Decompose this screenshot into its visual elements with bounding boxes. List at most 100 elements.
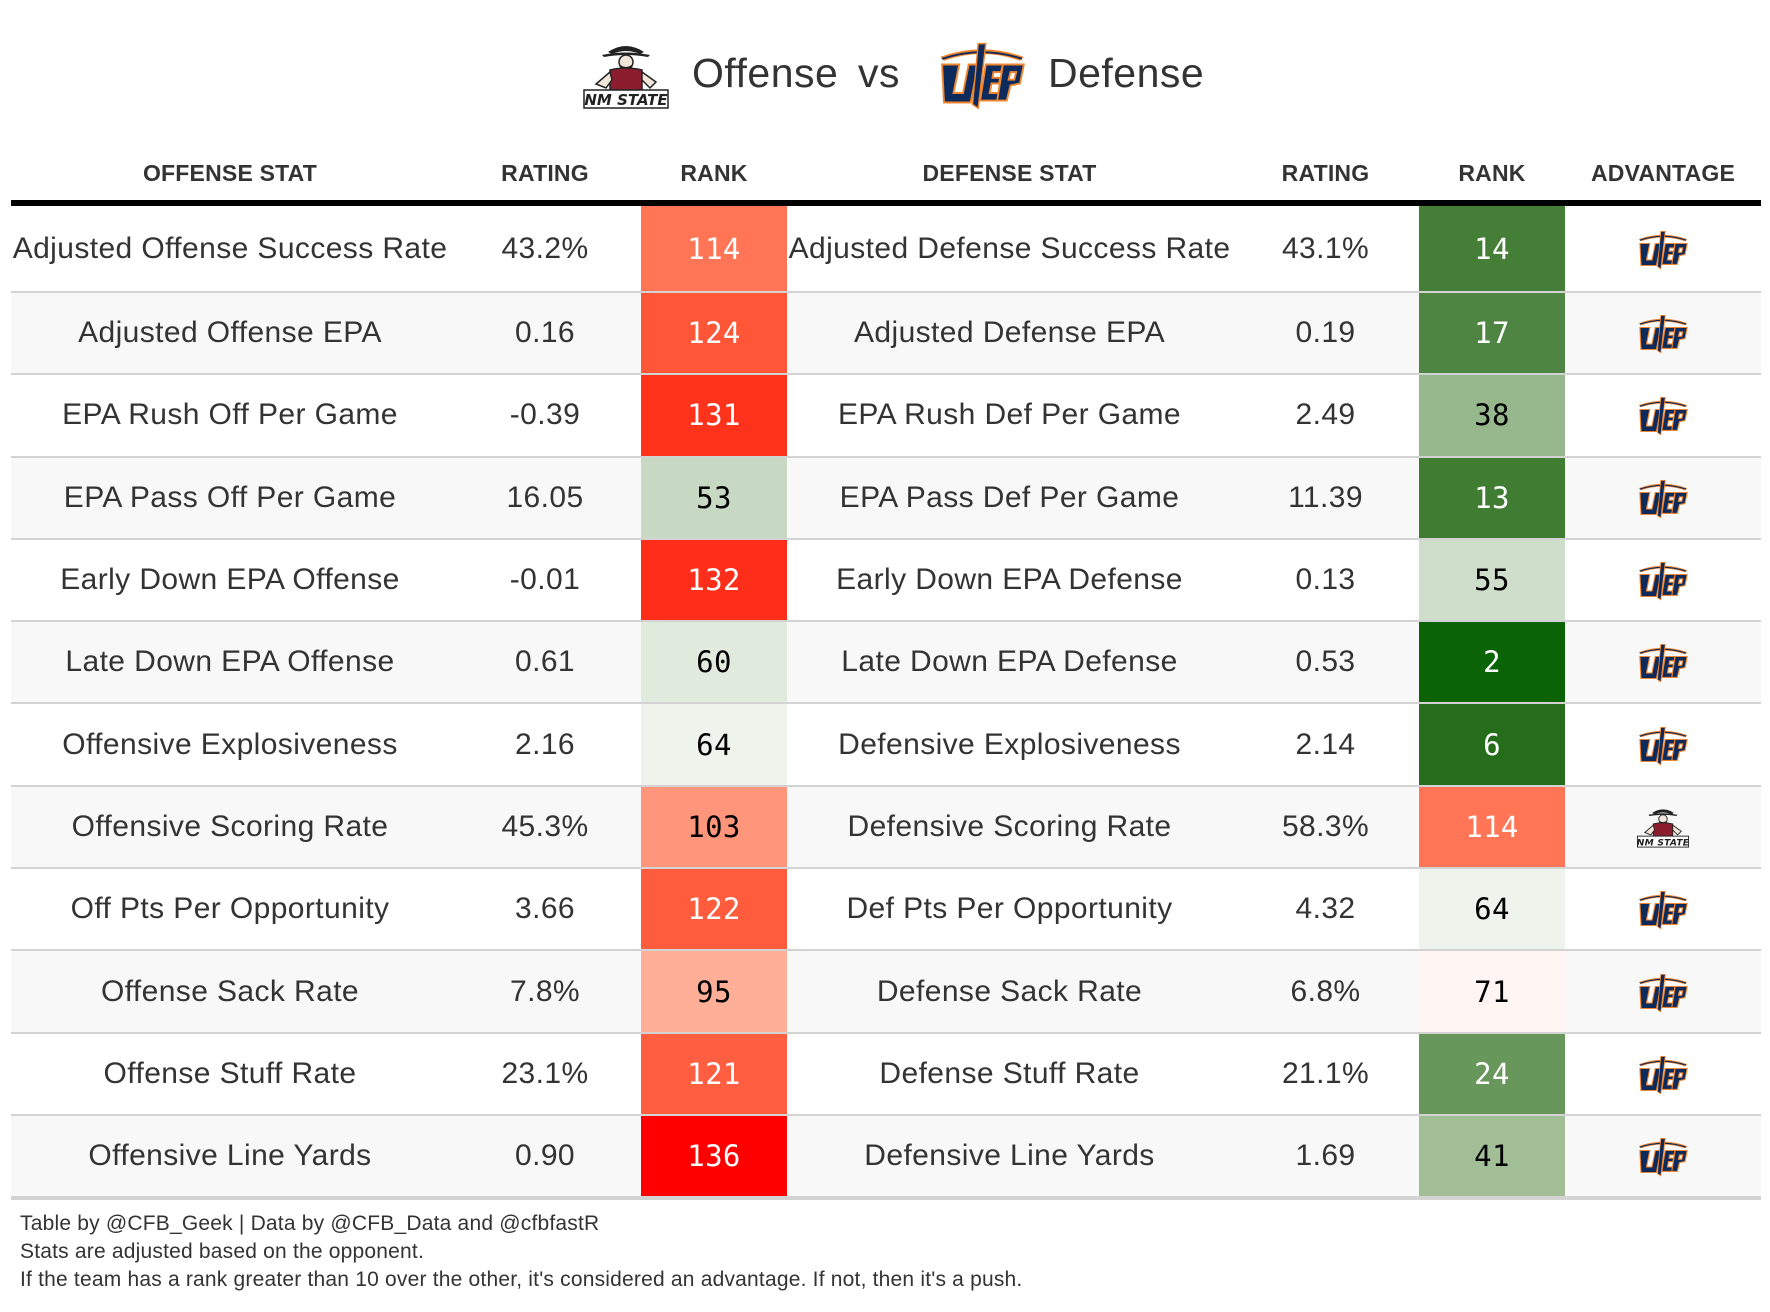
defense-rank: 6 — [1419, 704, 1565, 785]
offense-stat-name: Adjusted Offense EPA — [78, 316, 382, 350]
title-bar: Offense vs Defense — [0, 36, 1770, 116]
matchup-table: OFFENSE STAT RATING RANK DEFENSE STAT RA… — [11, 150, 1761, 1201]
utep-logo-icon — [1638, 230, 1688, 269]
advantage-cell — [1565, 869, 1761, 949]
footnote-advantage-rule: If the team has a rank greater than 10 o… — [20, 1268, 1023, 1291]
utep-logo-icon — [1638, 1137, 1688, 1177]
defense-rating: 0.19 — [1295, 316, 1356, 350]
defense-rating: 6.8% — [1290, 974, 1361, 1008]
offense-stat-name: Offensive Explosiveness — [62, 727, 398, 761]
defense-stat-name: Late Down EPA Defense — [841, 645, 1178, 679]
defense-rating: 43.1% — [1281, 231, 1370, 265]
offense-rank: 103 — [641, 786, 787, 868]
utep-logo-icon — [1638, 644, 1688, 683]
header-defense-stat: DEFENSE STAT — [922, 160, 1097, 186]
offense-rank: 132 — [641, 539, 787, 621]
utep-logo-icon — [1638, 397, 1688, 436]
offense-rank: 53 — [641, 457, 787, 538]
utep-logo-icon — [939, 42, 1025, 110]
offense-rank: 114 — [641, 206, 787, 291]
defense-rating: 1.69 — [1295, 1139, 1356, 1173]
defense-stat-name: Defense Stuff Rate — [879, 1056, 1140, 1090]
defense-rating: 0.13 — [1295, 563, 1356, 597]
table-row: Adjusted Offense EPA 0.16 124 Adjusted Defe… — [11, 293, 1761, 376]
offense-stat-name: EPA Pass Off Per Game — [63, 480, 397, 514]
table-row: Offense Stuff Rate 23.1% 121 Defense Stuff … — [11, 1033, 1761, 1116]
header-defense-rank: RANK — [1458, 160, 1526, 186]
defense-stat-name: Early Down EPA Defense — [836, 563, 1183, 597]
defense-rating: 11.39 — [1288, 480, 1363, 514]
offense-stat-name: Offensive Line Yards — [88, 1139, 372, 1173]
defense-stat-name: EPA Pass Def Per Game — [839, 480, 1180, 514]
utep-logo-icon — [1638, 1055, 1688, 1095]
offense-rating: -0.39 — [509, 398, 581, 432]
defense-rank: 71 — [1419, 951, 1565, 1032]
defense-stat-name: Defensive Line Yards — [864, 1139, 1155, 1173]
advantage-cell — [1565, 787, 1761, 867]
offense-rating: -0.01 — [509, 563, 581, 597]
defense-rank: 55 — [1419, 539, 1565, 621]
offense-stat-name: Adjusted Offense Success Rate — [12, 231, 448, 265]
advantage-cell — [1565, 951, 1761, 1031]
utep-logo-icon — [1638, 891, 1688, 930]
advantage-cell — [1565, 458, 1761, 538]
table-row: Late Down EPA Offense 0.61 60 Late Down EPA… — [11, 622, 1761, 705]
table-row: Offensive Scoring Rate 45.3% 103 Defensive … — [11, 786, 1761, 870]
defense-rank: 64 — [1419, 869, 1565, 950]
table-row: Off Pts Per Opportunity 3.66 122 Def Pts Pe… — [11, 869, 1761, 952]
offense-rating: 16.05 — [506, 480, 584, 514]
title-offense-label: Offense — [692, 50, 839, 96]
table-row: Adjusted Offense Success Rate 43.2% 114 Adj… — [11, 206, 1761, 293]
header-defense-rating: RATING — [1281, 160, 1370, 186]
offense-stat-name: Offense Stuff Rate — [103, 1056, 357, 1090]
advantage-cell — [1565, 1116, 1761, 1196]
advantage-cell — [1565, 704, 1761, 784]
offense-rating: 45.3% — [501, 809, 589, 843]
table-row: Early Down EPA Offense -0.01 132 Early Down… — [11, 539, 1761, 623]
footnote-adjustment: Stats are adjusted based on the opponent… — [20, 1240, 425, 1263]
advantage-cell — [1565, 375, 1761, 455]
offense-stat-name: Off Pts Per Opportunity — [70, 892, 390, 926]
header-offense-rank: RANK — [680, 160, 748, 186]
advantage-cell — [1565, 206, 1761, 291]
offense-rank: 136 — [641, 1115, 787, 1197]
table-body: Adjusted Offense Success Rate 43.2% 114 Adj… — [11, 206, 1761, 1201]
offense-rating: 0.16 — [515, 316, 575, 350]
offense-rank: 60 — [641, 622, 787, 703]
defense-rank: 41 — [1419, 1115, 1565, 1197]
offense-stat-name: Offensive Scoring Rate — [71, 809, 389, 843]
defense-rating: 2.49 — [1295, 398, 1356, 432]
defense-rank: 24 — [1419, 1033, 1565, 1114]
offense-stat-name: EPA Rush Off Per Game — [62, 398, 398, 432]
defense-stat-name: Def Pts Per Opportunity — [846, 892, 1173, 926]
offense-rank: 64 — [641, 704, 787, 785]
nm-state-logo-icon — [583, 45, 670, 110]
offense-rank: 121 — [641, 1033, 787, 1114]
nm-state-logo-icon — [1636, 808, 1691, 849]
defense-rating: 21.1% — [1281, 1056, 1370, 1090]
advantage-cell — [1565, 1034, 1761, 1114]
footnote-credits: Table by @CFB_Geek | Data by @CFB_Data a… — [20, 1212, 600, 1235]
defense-rank: 13 — [1419, 457, 1565, 538]
table-row: EPA Pass Off Per Game 16.05 53 EPA Pass Def… — [11, 457, 1761, 540]
offense-rank: 122 — [641, 869, 787, 950]
defense-stat-name: Adjusted Defense Success Rate — [788, 231, 1231, 265]
utep-logo-icon — [1638, 479, 1688, 519]
defense-stat-name: Adjusted Defense EPA — [854, 316, 1165, 350]
advantage-cell — [1565, 293, 1761, 373]
offense-rating: 43.2% — [501, 231, 589, 265]
defense-rating: 0.53 — [1295, 645, 1356, 679]
defense-stat-name: Defensive Explosiveness — [838, 727, 1181, 761]
defense-stat-name: Defense Sack Rate — [876, 974, 1143, 1008]
advantage-cell — [1565, 540, 1761, 620]
utep-logo-icon — [1638, 973, 1688, 1012]
defense-rating: 4.32 — [1295, 892, 1356, 926]
header-offense-stat: OFFENSE STAT — [142, 160, 318, 186]
title-vs-label: vs — [858, 50, 900, 96]
defense-rating: 58.3% — [1281, 809, 1370, 843]
utep-logo-icon — [1638, 726, 1688, 765]
title-defense-label: Defense — [1048, 50, 1205, 96]
defense-rank: 17 — [1419, 293, 1565, 374]
utep-logo-icon — [1638, 314, 1688, 354]
offense-rating: 7.8% — [510, 974, 580, 1008]
